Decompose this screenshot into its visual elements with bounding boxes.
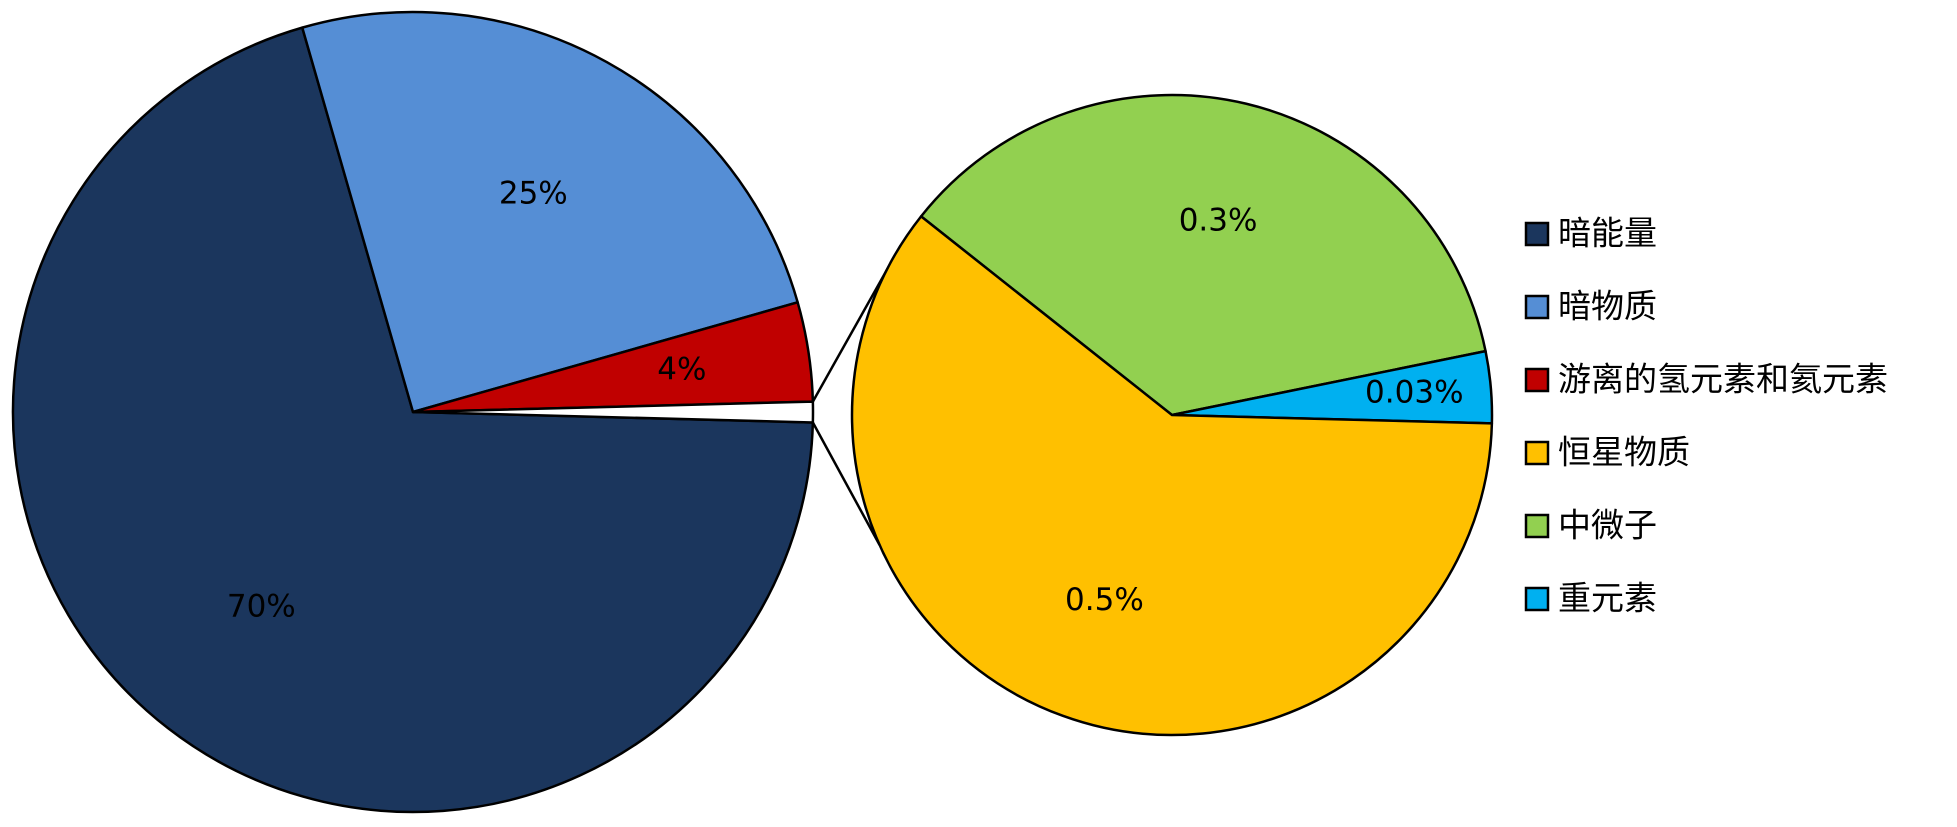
secondary-label-neutrinos: 0.3% <box>1179 203 1258 239</box>
legend-swatch-0 <box>1524 221 1550 247</box>
main-slice-dark_matter <box>301 10 799 414</box>
main-pie: 70% 25% 4% <box>11 10 815 814</box>
main-slice-other <box>411 400 815 424</box>
legend-item-0: 暗能量 <box>1524 214 1657 253</box>
legend-label-0: 暗能量 <box>1558 214 1657 253</box>
legend-swatch-1 <box>1524 294 1550 320</box>
legend-swatch-3 <box>1524 440 1550 466</box>
legend-label-2: 游离的氢元素和氦元素 <box>1558 360 1888 399</box>
legend-label-1: 暗物质 <box>1558 287 1657 326</box>
legend-item-1: 暗物质 <box>1524 287 1657 326</box>
secondary-label-stellar_matter: 0.5% <box>1065 582 1144 618</box>
legend-item-3: 恒星物质 <box>1524 433 1690 472</box>
main-slice-dark_energy <box>11 26 815 814</box>
connector-line-bottom <box>811 421 881 546</box>
secondary-pie: 0.3% 0.03% 0.5% <box>850 93 1494 737</box>
legend-swatch-2 <box>1524 367 1550 393</box>
legend-item-5: 重元素 <box>1524 579 1657 618</box>
main-label-free_hydrogen_helium: 4% <box>657 351 706 387</box>
legend-label-4: 中微子 <box>1558 506 1657 545</box>
legend-item-4: 中微子 <box>1524 506 1657 545</box>
main-label-dark_matter: 25% <box>499 176 568 212</box>
main-label-dark_energy: 70% <box>227 589 296 625</box>
legend-label-5: 重元素 <box>1558 579 1657 618</box>
secondary-label-heavy_elements: 0.03% <box>1365 374 1463 410</box>
secondary-slice-neutrinos <box>919 93 1487 417</box>
legend-swatch-4 <box>1524 513 1550 539</box>
legend-swatch-5 <box>1524 586 1550 612</box>
legend-label-3: 恒星物质 <box>1558 433 1690 472</box>
legend-item-2: 游离的氢元素和氦元素 <box>1524 360 1888 399</box>
secondary-slice-stellar_matter <box>850 215 1494 737</box>
